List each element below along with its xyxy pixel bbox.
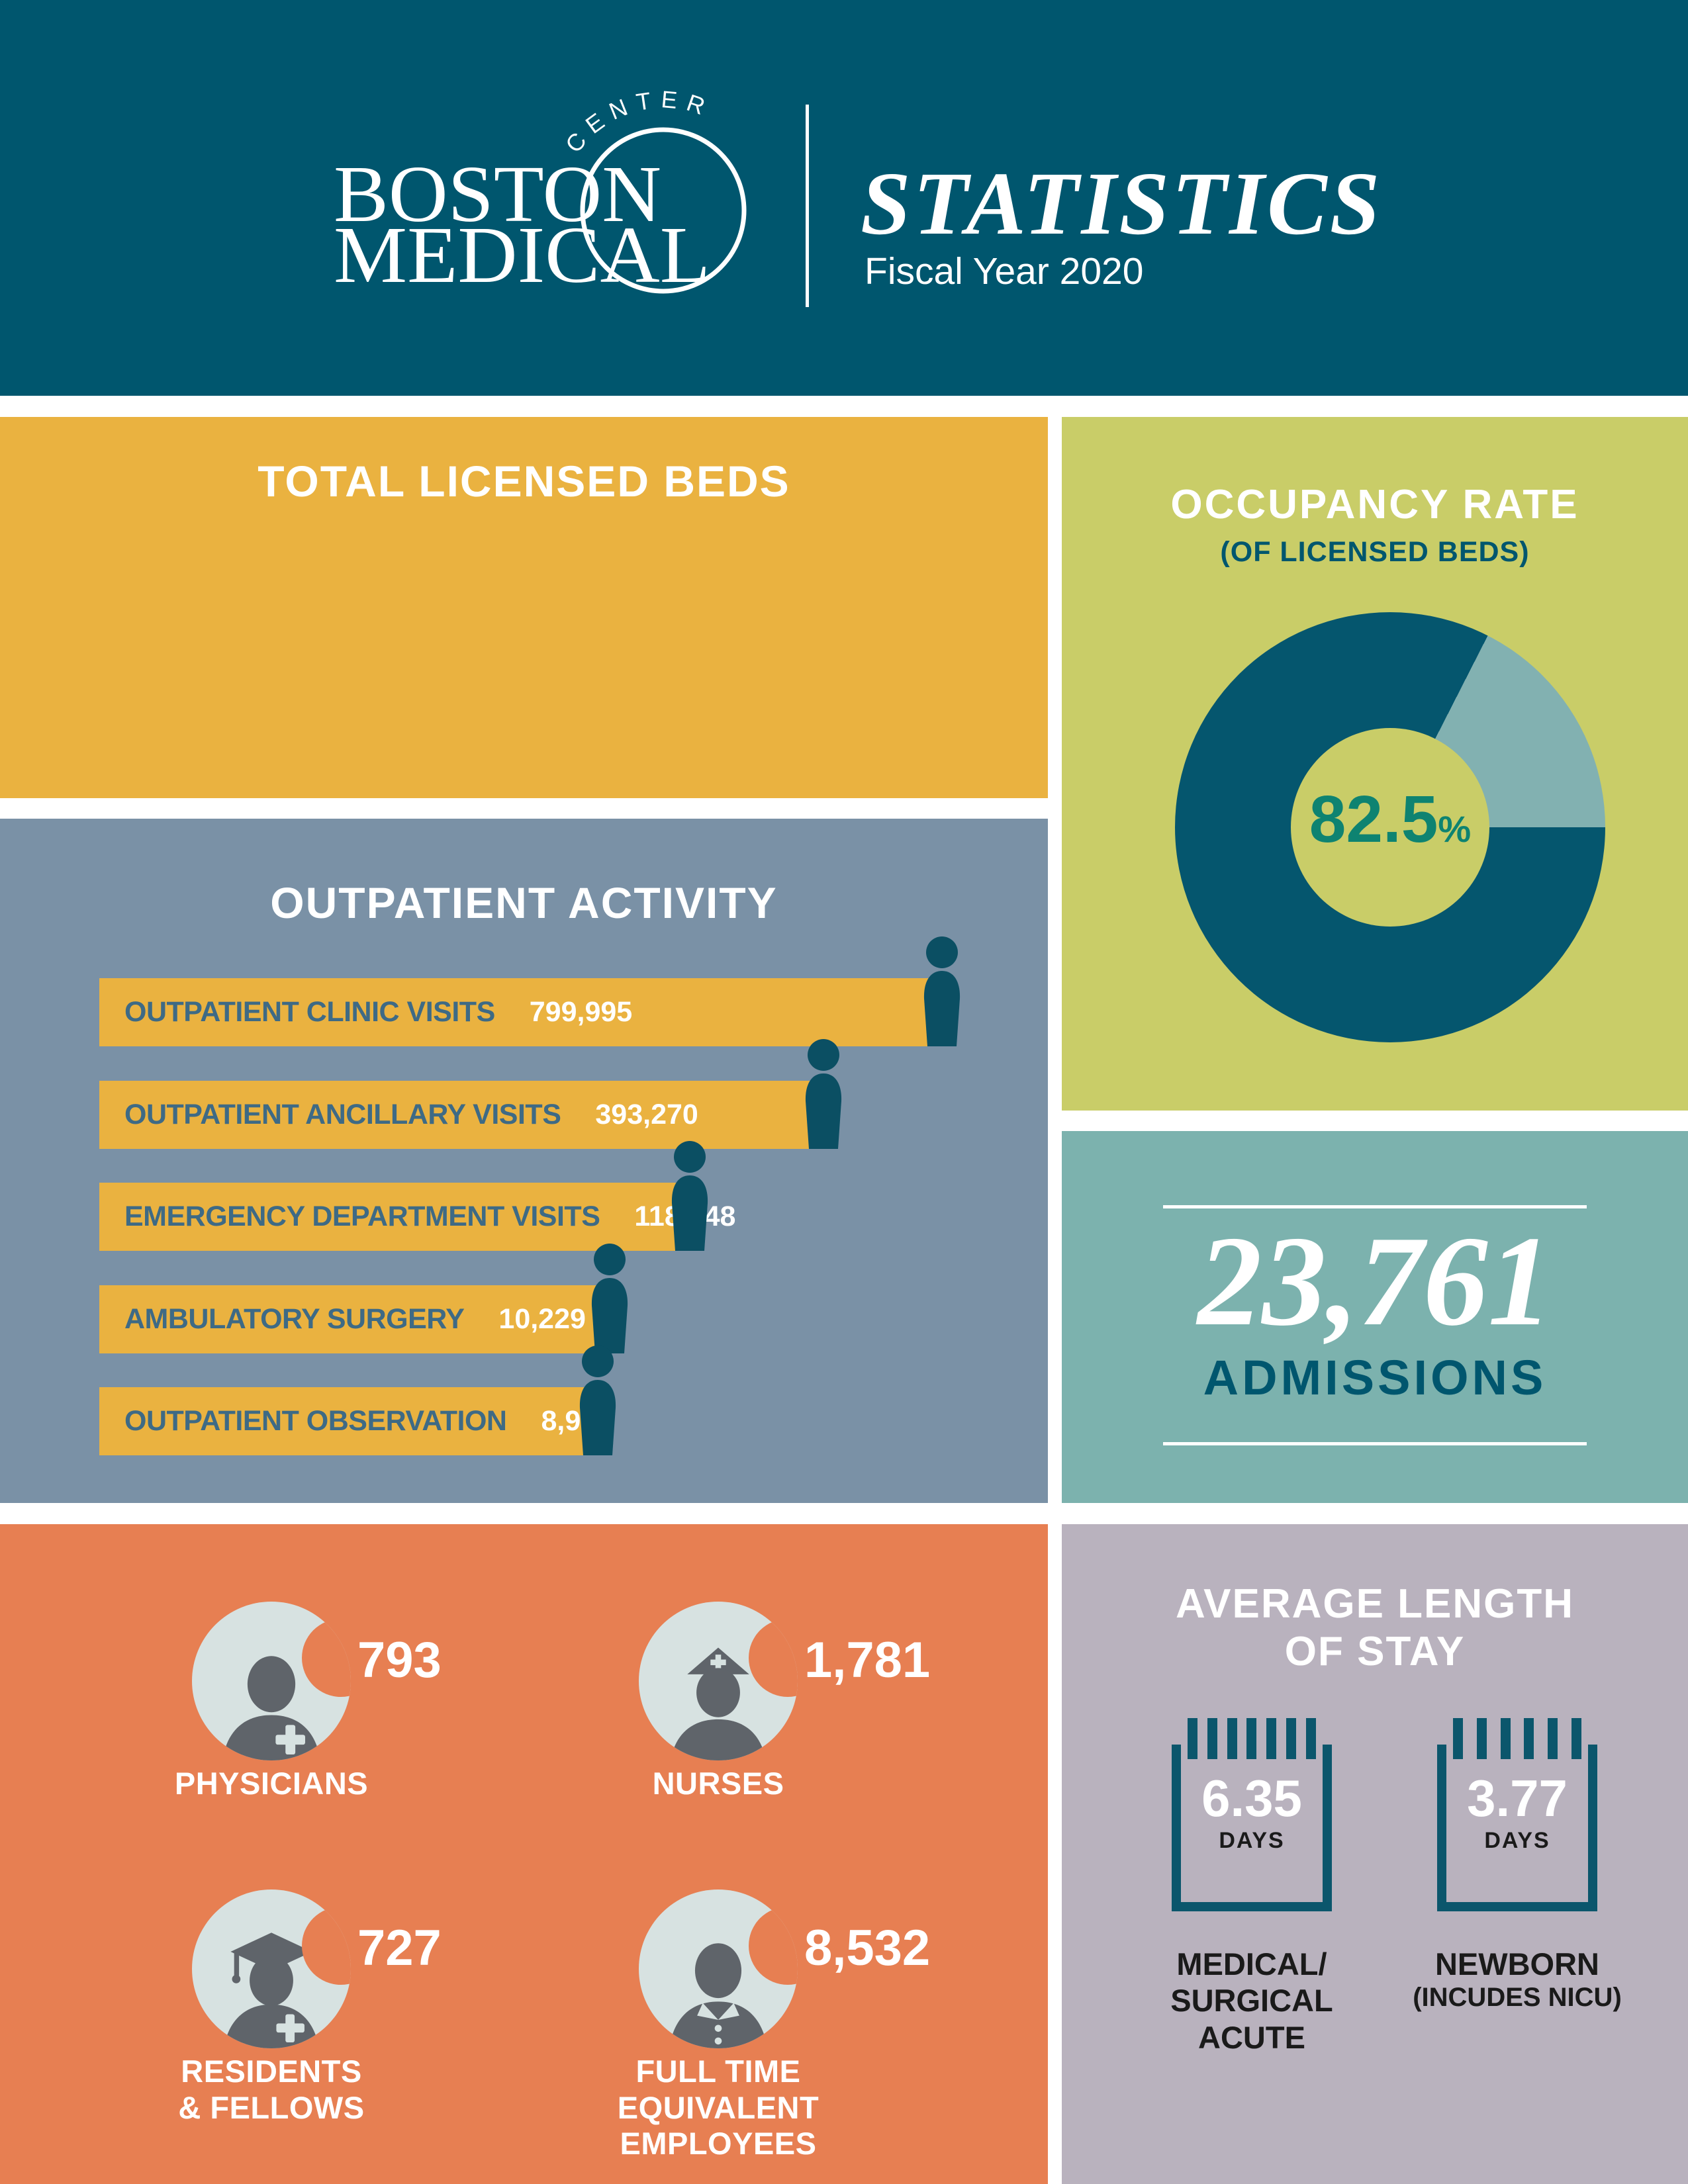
staff-label: NURSES [652, 1766, 784, 1801]
los-value: 6.35 [1201, 1769, 1302, 1827]
calendar-icon: 3.77 DAYS [1437, 1718, 1597, 1911]
occupancy-value: 82.5 [1309, 782, 1438, 856]
bar-value: 393,270 [595, 1099, 698, 1130]
los-unit: DAYS [1219, 1828, 1285, 1853]
person-icon [671, 1141, 708, 1251]
calendar-binding-ticks [1188, 1718, 1316, 1759]
staff-panel: 793 PHYSICIANS 1,781 NURSES 727 RESIDENTS & … [0, 1524, 1048, 2184]
bar-label: OUTPATIENT CLINIC VISITS [124, 996, 495, 1028]
bar-label: EMERGENCY DEPARTMENT VISITS [124, 1201, 600, 1232]
physician-icon [222, 1656, 321, 1760]
bar-label: OUTPATIENT ANCILLARY VISITS [124, 1099, 561, 1130]
occupancy-title: OCCUPANCY RATE [1170, 482, 1579, 527]
los-title-line1: AVERAGE LENGTH [1175, 1581, 1575, 1627]
person-icon [591, 1244, 628, 1353]
logo-line1: BOSTON [334, 150, 661, 239]
bar-value: 10,229 [498, 1303, 586, 1335]
staff-item-resident: 727 RESIDENTS & FELLOWS [178, 1889, 442, 2125]
calendar-binding-ticks [1453, 1718, 1581, 1759]
resident-icon [224, 1933, 319, 2048]
admissions-panel: 23,761 ADMISSIONS [1062, 1131, 1688, 1503]
avatar [639, 1889, 798, 2048]
staff-count: 727 [357, 1920, 442, 1976]
outpatient-bar: OUTPATIENT OBSERVATION 8,986 [99, 1345, 616, 1455]
staff-item-nurse: 1,781 NURSES [639, 1602, 930, 1801]
outpatient-activity-title: OUTPATIENT ACTIVITY [270, 878, 778, 927]
length-of-stay-panel: AVERAGE LENGTH OF STAY 6.35 DAYS MEDICAL/S… [1062, 1524, 1688, 2184]
bar-label: AMBULATORY SURGERY [124, 1303, 465, 1335]
boston-medical-center-logo: CENTER BOSTON MEDICAL [334, 85, 747, 300]
outpatient-activity-panel: OUTPATIENT ACTIVITY OUTPATIENT CLINIC VI… [0, 819, 1048, 1503]
page-title: STATISTICS [861, 154, 1383, 253]
avatar [639, 1602, 798, 1760]
nurse-icon [671, 1647, 766, 1760]
header: CENTER BOSTON MEDICAL STATISTICS Fiscal … [0, 0, 1688, 396]
page-subtitle: Fiscal Year 2020 [865, 250, 1144, 293]
admissions-label: ADMISSIONS [1203, 1350, 1547, 1405]
outpatient-bar: OUTPATIENT ANCILLARY VISITS 393,270 [99, 1039, 842, 1149]
staff-count: 1,781 [804, 1632, 931, 1688]
los-label: MEDICAL/SURGICAL ACUTE [1170, 1946, 1333, 2055]
staff-label: PHYSICIANS [174, 1766, 369, 1801]
staff-item-employee: 8,532 FULL TIME EQUIVALENT EMPLOYEES [618, 1889, 930, 2161]
bar-value: 799,995 [529, 996, 633, 1028]
bar-label: OUTPATIENT OBSERVATION [124, 1405, 507, 1437]
logo-arc-text: CENTER [560, 85, 717, 158]
header-divider [806, 105, 809, 307]
staff-label: FULL TIME EQUIVALENT EMPLOYEES [617, 2054, 820, 2161]
occupancy-subtitle: (OF LICENSED BEDS) [1220, 536, 1530, 568]
staff-count: 793 [357, 1632, 442, 1688]
staff-count: 8,532 [804, 1920, 931, 1976]
occupancy-unit: % [1438, 808, 1472, 850]
outpatient-bar: AMBULATORY SURGERY 10,229 [99, 1244, 628, 1353]
staff-label: RESIDENTS & FELLOWS [178, 2054, 365, 2125]
admissions-rule-bottom [1163, 1442, 1587, 1445]
donut-hole: 82.5% [1291, 728, 1489, 927]
admissions-rule-top [1163, 1205, 1587, 1208]
licensed-beds-title: TOTAL LICENSED BEDS [258, 457, 790, 506]
licensed-beds-panel: TOTAL LICENSED BEDS 514 [0, 417, 1048, 1179]
person-icon [805, 1039, 842, 1149]
person-icon [923, 936, 961, 1046]
los-title-line2: OF STAY [1284, 1629, 1466, 1674]
admissions-value: 23,761 [1197, 1210, 1553, 1353]
los-unit: DAYS [1484, 1828, 1550, 1853]
person-icon [579, 1345, 616, 1455]
outpatient-bar: OUTPATIENT CLINIC VISITS 799,995 [99, 936, 961, 1046]
los-value: 3.77 [1467, 1769, 1568, 1827]
los-label: NEWBORN (INCUDES NICU) [1413, 1946, 1622, 2013]
avatar [192, 1889, 351, 2048]
logo-circle [580, 127, 747, 294]
calendar-icon: 6.35 DAYS [1172, 1718, 1332, 1911]
occupancy-donut-chart: 82.5% [1175, 612, 1605, 1042]
avatar [192, 1602, 351, 1760]
occupancy-panel: OCCUPANCY RATE (OF LICENSED BEDS) 82.5% [1062, 417, 1688, 1111]
staff-item-physician: 793 PHYSICIANS [175, 1602, 442, 1801]
employee-icon [669, 1943, 768, 2048]
logo-line2: MEDICAL [334, 210, 710, 300]
outpatient-bar: EMERGENCY DEPARTMENT VISITS118,448 [99, 1141, 735, 1251]
